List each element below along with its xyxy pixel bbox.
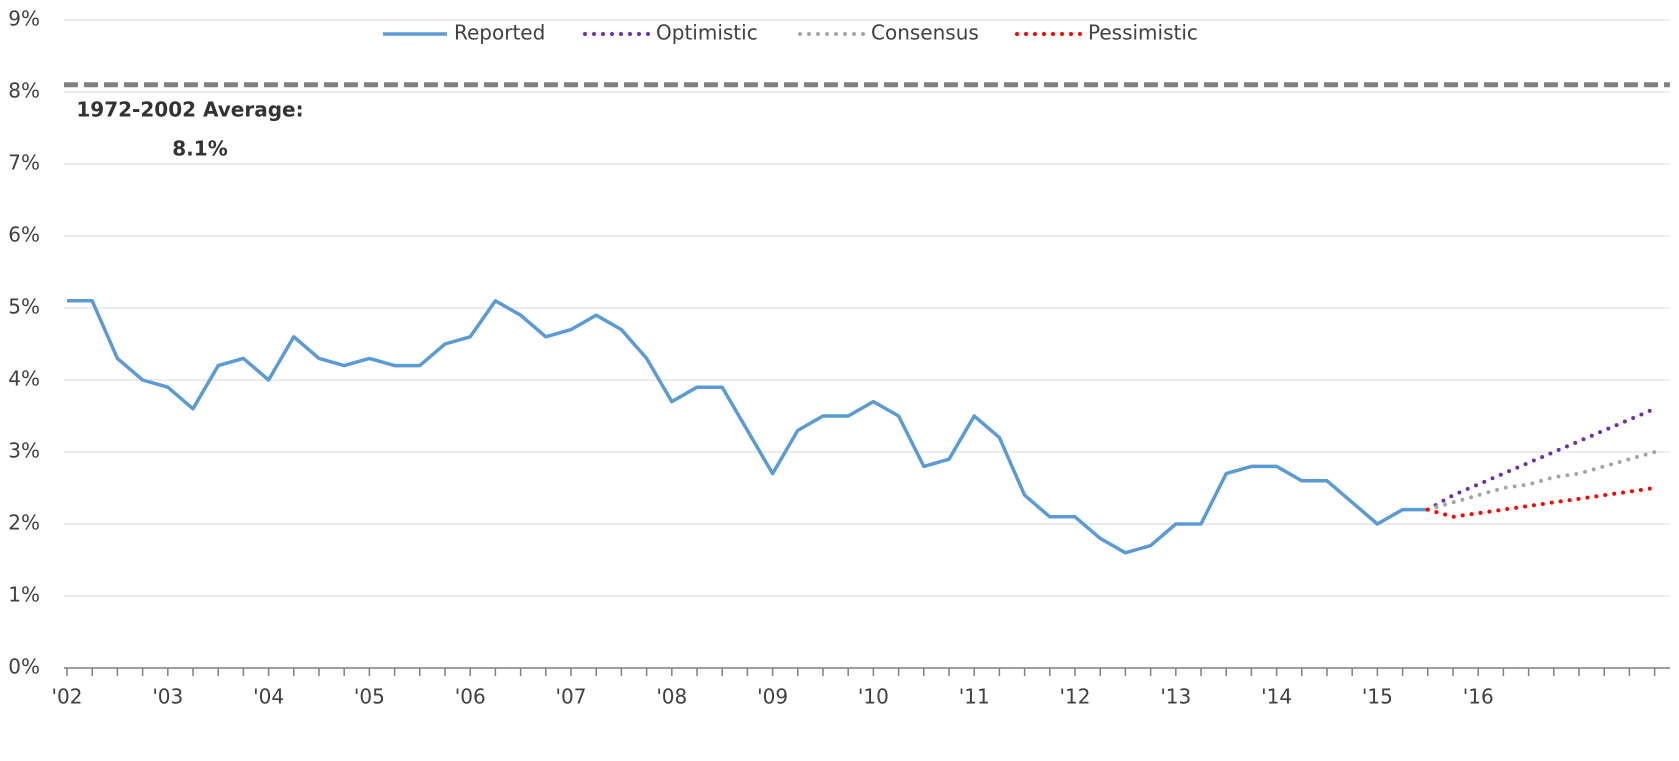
series-line (1425, 450, 1657, 512)
x-tick-label: '15 (1362, 685, 1393, 709)
y-tick-label: 8% (8, 79, 40, 103)
reference-label: 1972-2002 Average: (76, 98, 303, 122)
x-tick-label: '03 (152, 685, 183, 709)
y-tick-label: 1% (8, 583, 40, 607)
y-tick-label: 0% (8, 655, 40, 679)
x-tick-label: '04 (253, 685, 284, 709)
legend-label: Optimistic (656, 21, 758, 45)
series-line (1425, 486, 1657, 519)
x-tick-label: '08 (656, 685, 687, 709)
legend-label: Pessimistic (1088, 21, 1198, 45)
x-tick-label: '16 (1463, 685, 1494, 709)
x-tick-label: '12 (1060, 685, 1091, 709)
x-tick-label: '10 (858, 685, 889, 709)
x-tick-label: '13 (1160, 685, 1191, 709)
legend-label: Reported (454, 21, 545, 45)
y-tick-label: 6% (8, 223, 40, 247)
x-tick-label: '09 (757, 685, 788, 709)
x-tick-label: '06 (455, 685, 486, 709)
x-tick-label: '05 (354, 685, 385, 709)
series-line (1425, 406, 1657, 512)
x-tick-label: '11 (959, 685, 990, 709)
legend-label: Consensus (871, 21, 979, 45)
x-tick-label: '14 (1261, 685, 1292, 709)
y-tick-label: 5% (8, 295, 40, 319)
reference-value-label: 8.1% (172, 137, 227, 161)
y-tick-label: 4% (8, 367, 40, 391)
y-tick-label: 3% (8, 439, 40, 463)
series-line (67, 299, 1428, 555)
y-tick-label: 7% (8, 151, 40, 175)
y-tick-label: 9% (8, 7, 40, 31)
x-tick-label: '02 (52, 685, 83, 709)
y-tick-label: 2% (8, 511, 40, 535)
x-tick-label: '07 (556, 685, 587, 709)
